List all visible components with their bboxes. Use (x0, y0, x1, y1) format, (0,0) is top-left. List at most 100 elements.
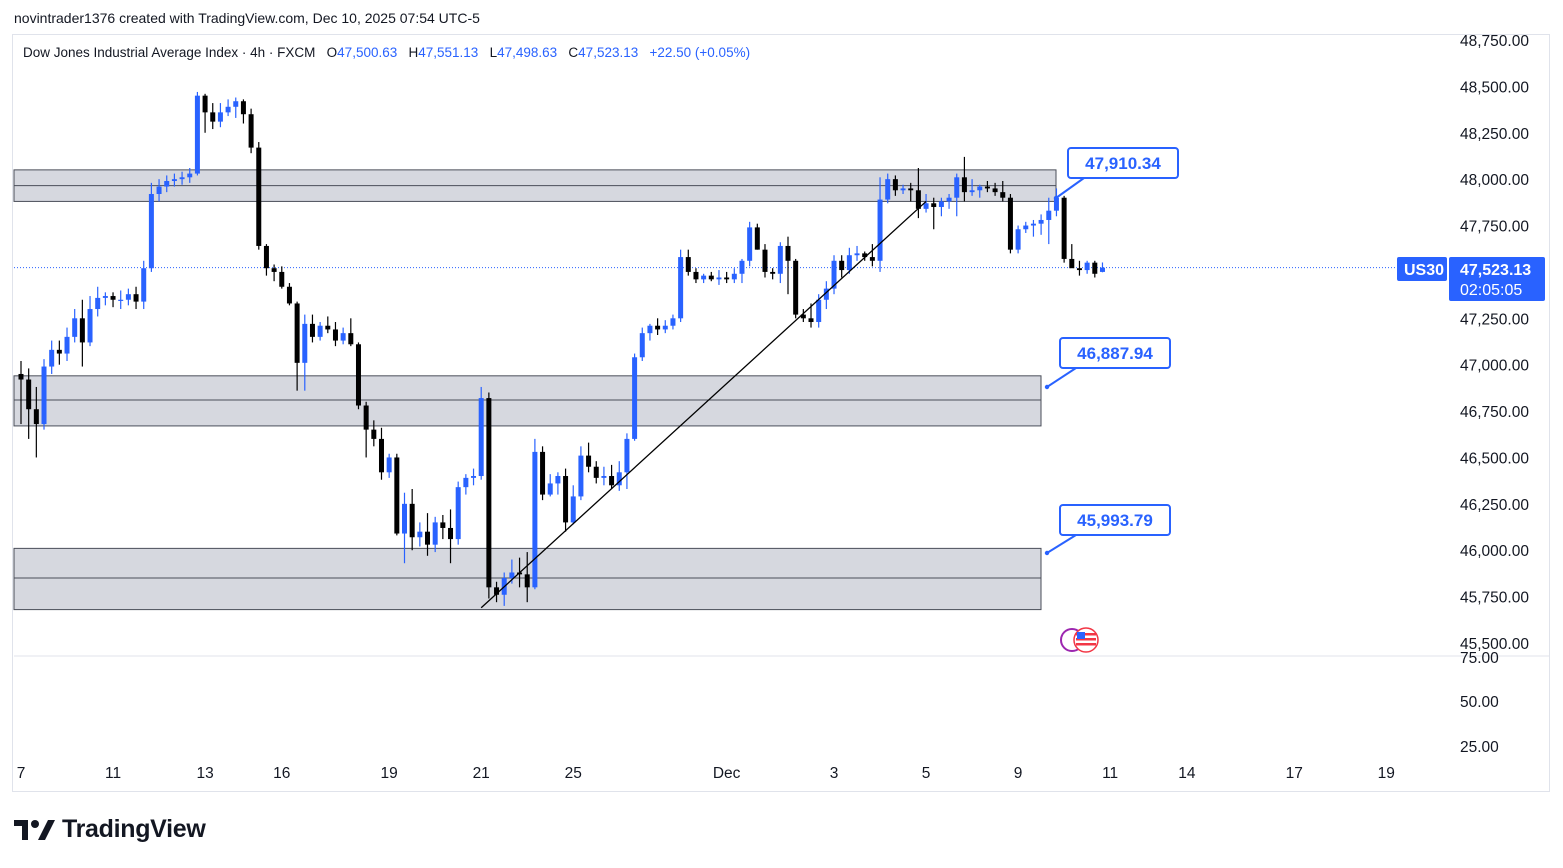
candle[interactable] (394, 453, 400, 536)
candle[interactable] (133, 286, 139, 310)
candle[interactable] (309, 314, 315, 343)
candle[interactable] (340, 327, 346, 345)
candle[interactable] (118, 290, 124, 310)
candle[interactable] (41, 359, 47, 430)
candle[interactable] (141, 260, 147, 310)
candle[interactable] (187, 168, 193, 183)
candle[interactable] (1046, 197, 1052, 245)
candle[interactable] (171, 173, 177, 187)
price-callout[interactable]: 45,993.79 (1044, 504, 1171, 556)
candle[interactable] (1038, 214, 1044, 235)
candle[interactable] (839, 255, 845, 278)
tradingview-logo[interactable]: TradingView (14, 815, 206, 844)
candle[interactable] (240, 99, 246, 124)
candle[interactable] (1061, 195, 1067, 263)
candle[interactable] (233, 97, 239, 118)
price-axis[interactable]: 48,750.00 48,500.00 48,250.00 48,000.00 47,7… (1460, 33, 1529, 653)
candle[interactable] (900, 184, 906, 194)
candle[interactable] (869, 244, 875, 267)
candle[interactable] (639, 327, 645, 361)
candle[interactable] (1030, 219, 1036, 237)
candle[interactable] (678, 249, 684, 323)
candle[interactable] (1053, 188, 1059, 217)
candle[interactable] (532, 438, 538, 590)
candle[interactable] (471, 468, 477, 486)
time-axis[interactable]: 7 11 13 16 19 21 25 Dec 3 5 9 11 14 17 19 (17, 765, 1395, 782)
candle[interactable] (1084, 260, 1090, 274)
candle[interactable] (555, 472, 561, 495)
candle[interactable] (793, 258, 799, 319)
candle[interactable] (892, 175, 898, 196)
candle[interactable] (494, 581, 500, 603)
candle[interactable] (425, 513, 431, 556)
candle[interactable] (731, 268, 737, 284)
candle[interactable] (148, 182, 154, 272)
candle[interactable] (739, 258, 745, 284)
candle[interactable] (18, 360, 24, 425)
candle[interactable] (378, 427, 384, 480)
candle[interactable] (885, 173, 891, 204)
candle[interactable] (156, 179, 162, 202)
candle[interactable] (724, 271, 730, 284)
candle[interactable] (877, 177, 883, 272)
candle[interactable] (463, 474, 469, 495)
candle[interactable] (49, 340, 55, 374)
candle[interactable] (992, 182, 998, 196)
candle[interactable] (846, 247, 852, 274)
candle[interactable] (923, 193, 929, 213)
candle[interactable] (371, 420, 377, 447)
candle[interactable] (777, 242, 783, 284)
candle[interactable] (662, 320, 668, 334)
candle[interactable] (263, 244, 269, 276)
candle[interactable] (125, 288, 131, 306)
trendline[interactable] (480, 200, 927, 609)
candle[interactable] (946, 193, 952, 209)
candle[interactable] (225, 99, 231, 117)
candle[interactable] (332, 322, 338, 347)
candle[interactable] (747, 221, 753, 267)
candle[interactable] (1069, 244, 1075, 269)
candle[interactable] (770, 268, 776, 280)
candle[interactable] (455, 481, 461, 545)
candle[interactable] (279, 266, 285, 289)
candle[interactable] (448, 509, 454, 564)
candle[interactable] (302, 314, 308, 391)
candle[interactable] (486, 392, 492, 599)
candle[interactable] (256, 142, 262, 250)
candle[interactable] (716, 270, 722, 285)
candle[interactable] (586, 442, 592, 473)
candle[interactable] (961, 156, 967, 202)
candle[interactable] (409, 489, 415, 551)
candle[interactable] (56, 340, 62, 365)
candle[interactable] (294, 301, 300, 391)
candle[interactable] (754, 223, 760, 250)
candle[interactable] (977, 184, 983, 198)
candle[interactable] (655, 318, 661, 336)
candle[interactable] (217, 103, 223, 128)
candle[interactable] (102, 292, 108, 306)
candle[interactable] (440, 514, 446, 540)
candle[interactable] (931, 197, 937, 230)
candle[interactable] (969, 179, 975, 196)
candle[interactable] (593, 461, 599, 484)
candle[interactable] (524, 552, 530, 603)
candle[interactable] (325, 316, 331, 334)
candle[interactable] (79, 299, 85, 367)
candle[interactable] (831, 255, 837, 295)
candle[interactable] (685, 249, 691, 276)
candle[interactable] (363, 401, 369, 458)
candle[interactable] (785, 236, 791, 295)
candle[interactable] (1099, 262, 1105, 273)
support-zone-1[interactable] (13, 375, 1042, 427)
candle[interactable] (701, 273, 707, 284)
candle[interactable] (87, 296, 93, 347)
candle[interactable] (1076, 260, 1082, 276)
candle[interactable] (547, 474, 553, 497)
candle[interactable] (355, 342, 361, 410)
candle[interactable] (95, 286, 101, 317)
candle[interactable] (693, 268, 699, 284)
price-callout[interactable]: 47,910.34 (1053, 147, 1179, 201)
candle[interactable] (984, 181, 990, 193)
candle[interactable] (647, 323, 653, 341)
candle[interactable] (417, 522, 423, 547)
